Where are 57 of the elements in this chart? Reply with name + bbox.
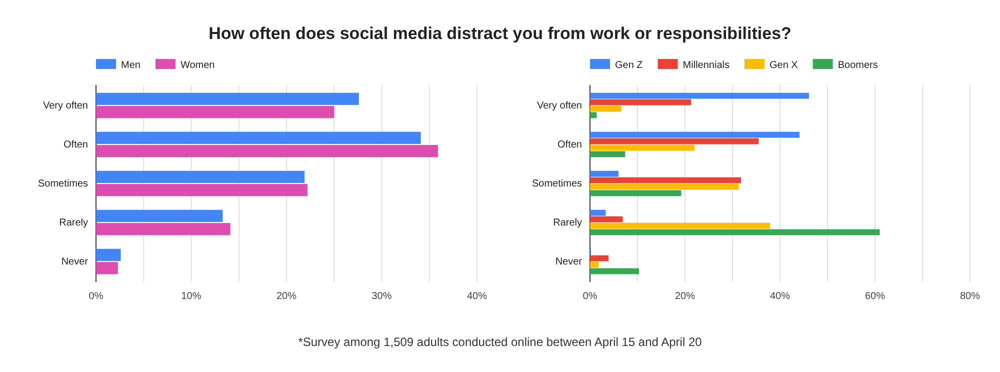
bar	[96, 145, 438, 158]
bar	[96, 262, 118, 274]
bar	[590, 151, 626, 158]
chart-title: How often does social media distract you from work or responsibilities?	[208, 24, 792, 43]
y-tick-label: Very often	[536, 100, 582, 112]
x-tick-label: 40%	[466, 291, 488, 302]
bar	[590, 190, 682, 196]
bar	[590, 144, 694, 151]
bar	[96, 106, 334, 118]
x-tick-label: 80%	[960, 291, 980, 302]
x-tick-label: 20%	[276, 291, 297, 302]
x-tick-label: 60%	[864, 291, 886, 302]
x-tick-label: 40%	[770, 291, 790, 302]
bar	[96, 92, 359, 105]
bar	[590, 92, 809, 99]
bar	[96, 170, 305, 183]
x-tick-label: 10%	[181, 291, 202, 302]
bar	[590, 262, 599, 268]
legend-label: Women	[180, 60, 215, 71]
y-tick-label: Rarely	[553, 218, 582, 229]
y-tick-label: Very often	[42, 100, 88, 112]
y-tick-label: Rarely	[59, 218, 88, 229]
bar	[590, 138, 759, 144]
bar	[590, 222, 770, 229]
x-tick-label: 0%	[582, 291, 598, 302]
y-tick-label: Sometimes	[532, 178, 582, 190]
legend-label: Gen X	[769, 60, 798, 71]
bar	[590, 255, 609, 262]
bar	[96, 248, 121, 261]
legend-label: Gen Z	[615, 60, 643, 71]
bar	[590, 132, 800, 138]
legend-label: Men	[121, 60, 140, 71]
y-tick-label: Sometimes	[38, 178, 88, 190]
bar	[590, 106, 622, 112]
y-tick-label: Often	[558, 140, 582, 151]
bar	[590, 99, 692, 106]
x-tick-label: 30%	[372, 291, 392, 302]
bar	[96, 132, 421, 144]
text: *Survey among 1,509 adults conducted online between April 15 and April 20	[298, 335, 702, 349]
bar	[590, 170, 618, 177]
bar	[590, 112, 597, 118]
bar	[96, 210, 223, 222]
y-tick-label: Never	[555, 256, 583, 268]
y-tick-label: Never	[61, 256, 89, 268]
bar	[590, 216, 623, 222]
bar	[590, 177, 742, 184]
bar	[590, 184, 739, 190]
x-tick-label: 20%	[674, 291, 696, 302]
bar	[96, 184, 308, 196]
bar	[590, 229, 880, 236]
x-tick-label: 0%	[88, 291, 104, 302]
legend-label: Millennials	[682, 60, 730, 71]
y-tick-label: Often	[64, 140, 88, 151]
bar	[590, 210, 606, 216]
bar	[590, 268, 639, 274]
bar	[96, 223, 230, 236]
legend-label: Boomers	[838, 60, 878, 71]
